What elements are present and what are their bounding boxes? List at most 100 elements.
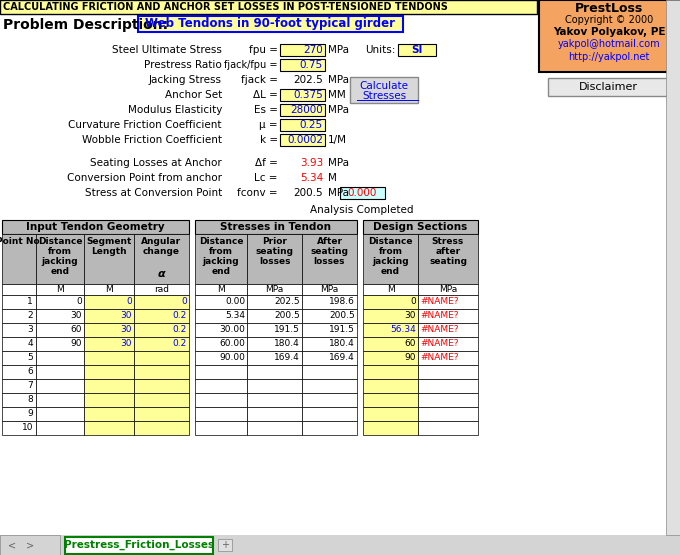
Text: Disclaimer: Disclaimer (579, 82, 638, 92)
Bar (2, 309, 36, 323)
Bar (195, 407, 247, 421)
Text: M: M (328, 173, 337, 183)
Text: Calculate: Calculate (360, 81, 409, 91)
Bar (195, 421, 247, 435)
Bar (134, 365, 189, 379)
Text: Curvature Friction Coefficient: Curvature Friction Coefficient (69, 120, 222, 130)
Text: 90.00: 90.00 (219, 354, 245, 362)
Text: #NAME?: #NAME? (420, 354, 458, 362)
Text: M: M (105, 285, 113, 294)
Bar (195, 351, 247, 365)
Text: Angular: Angular (141, 238, 182, 246)
Text: Seating Losses at Anchor: Seating Losses at Anchor (90, 158, 222, 168)
Text: seating: seating (311, 248, 348, 256)
Bar (418, 323, 478, 337)
Bar (350, 77, 418, 103)
Text: 30: 30 (405, 311, 416, 320)
Text: Anchor Set: Anchor Set (165, 90, 222, 100)
Bar (36, 421, 84, 435)
Bar (36, 337, 84, 351)
Text: Δf =: Δf = (255, 158, 278, 168)
Text: Stresses in Tendon: Stresses in Tendon (220, 222, 332, 232)
Bar (195, 379, 247, 393)
Text: 30: 30 (120, 311, 132, 320)
Bar (134, 309, 189, 323)
Text: Jacking Stress: Jacking Stress (149, 75, 222, 85)
Bar (247, 323, 302, 337)
Bar (36, 295, 84, 309)
Bar (247, 393, 302, 407)
Bar (418, 337, 478, 351)
Bar (340, 187, 385, 199)
Text: 2: 2 (27, 311, 33, 320)
Text: Steel Ultimate Stress: Steel Ultimate Stress (112, 45, 222, 55)
Text: http://yakpol.net: http://yakpol.net (568, 52, 649, 62)
Bar (302, 393, 357, 407)
Bar (247, 284, 302, 295)
Text: Design Sections: Design Sections (373, 222, 468, 232)
Text: fpu =: fpu = (249, 45, 278, 55)
Bar (84, 379, 134, 393)
Bar (65, 537, 213, 554)
Text: 30.00: 30.00 (219, 325, 245, 335)
Bar (247, 337, 302, 351)
Bar (280, 89, 325, 101)
Text: fjack =: fjack = (241, 75, 278, 85)
Text: 90: 90 (405, 354, 416, 362)
Text: 0.000: 0.000 (347, 188, 377, 198)
Text: #NAME?: #NAME? (420, 325, 458, 335)
Bar (84, 234, 134, 284)
Bar (302, 234, 357, 284)
Text: Web Tendons in 90-foot typical girder: Web Tendons in 90-foot typical girder (145, 18, 395, 31)
Text: losses: losses (313, 258, 345, 266)
Text: k =: k = (260, 135, 278, 145)
Bar (418, 407, 478, 421)
Bar (36, 407, 84, 421)
Text: Wobble Friction Coefficient: Wobble Friction Coefficient (82, 135, 222, 145)
Bar (2, 337, 36, 351)
Text: Stress: Stress (432, 238, 464, 246)
Text: 3.93: 3.93 (300, 158, 323, 168)
Bar (302, 407, 357, 421)
Bar (247, 234, 302, 284)
Bar (247, 309, 302, 323)
Text: 8: 8 (27, 396, 33, 405)
Bar (195, 323, 247, 337)
Bar (84, 393, 134, 407)
Text: end: end (50, 268, 69, 276)
Bar (2, 393, 36, 407)
Bar (363, 379, 418, 393)
Text: MPa: MPa (328, 75, 349, 85)
Bar (84, 365, 134, 379)
Text: 0.2: 0.2 (173, 340, 187, 349)
Text: 202.5: 202.5 (293, 75, 323, 85)
Text: seating: seating (429, 258, 467, 266)
Text: seating: seating (256, 248, 294, 256)
Text: from: from (209, 248, 233, 256)
Bar (247, 379, 302, 393)
Bar (2, 284, 36, 295)
Text: fjack/fpu =: fjack/fpu = (224, 60, 278, 70)
Text: MM: MM (328, 90, 345, 100)
Text: 202.5: 202.5 (274, 297, 300, 306)
Bar (84, 309, 134, 323)
Bar (2, 220, 189, 234)
Bar (36, 284, 84, 295)
Bar (2, 421, 36, 435)
Bar (302, 295, 357, 309)
Bar (134, 421, 189, 435)
Text: #NAME?: #NAME? (420, 311, 458, 320)
Text: Input Tendon Geometry: Input Tendon Geometry (27, 222, 165, 232)
Text: change: change (143, 248, 180, 256)
Text: 1: 1 (27, 297, 33, 306)
Text: 4: 4 (27, 340, 33, 349)
Bar (302, 365, 357, 379)
Text: 28000: 28000 (290, 105, 323, 115)
Text: Prestress Ratio: Prestress Ratio (144, 60, 222, 70)
Text: from: from (48, 248, 72, 256)
Text: 0.2: 0.2 (173, 325, 187, 335)
Text: end: end (211, 268, 231, 276)
Text: 7: 7 (27, 381, 33, 391)
Text: losses: losses (259, 258, 290, 266)
Bar (134, 379, 189, 393)
